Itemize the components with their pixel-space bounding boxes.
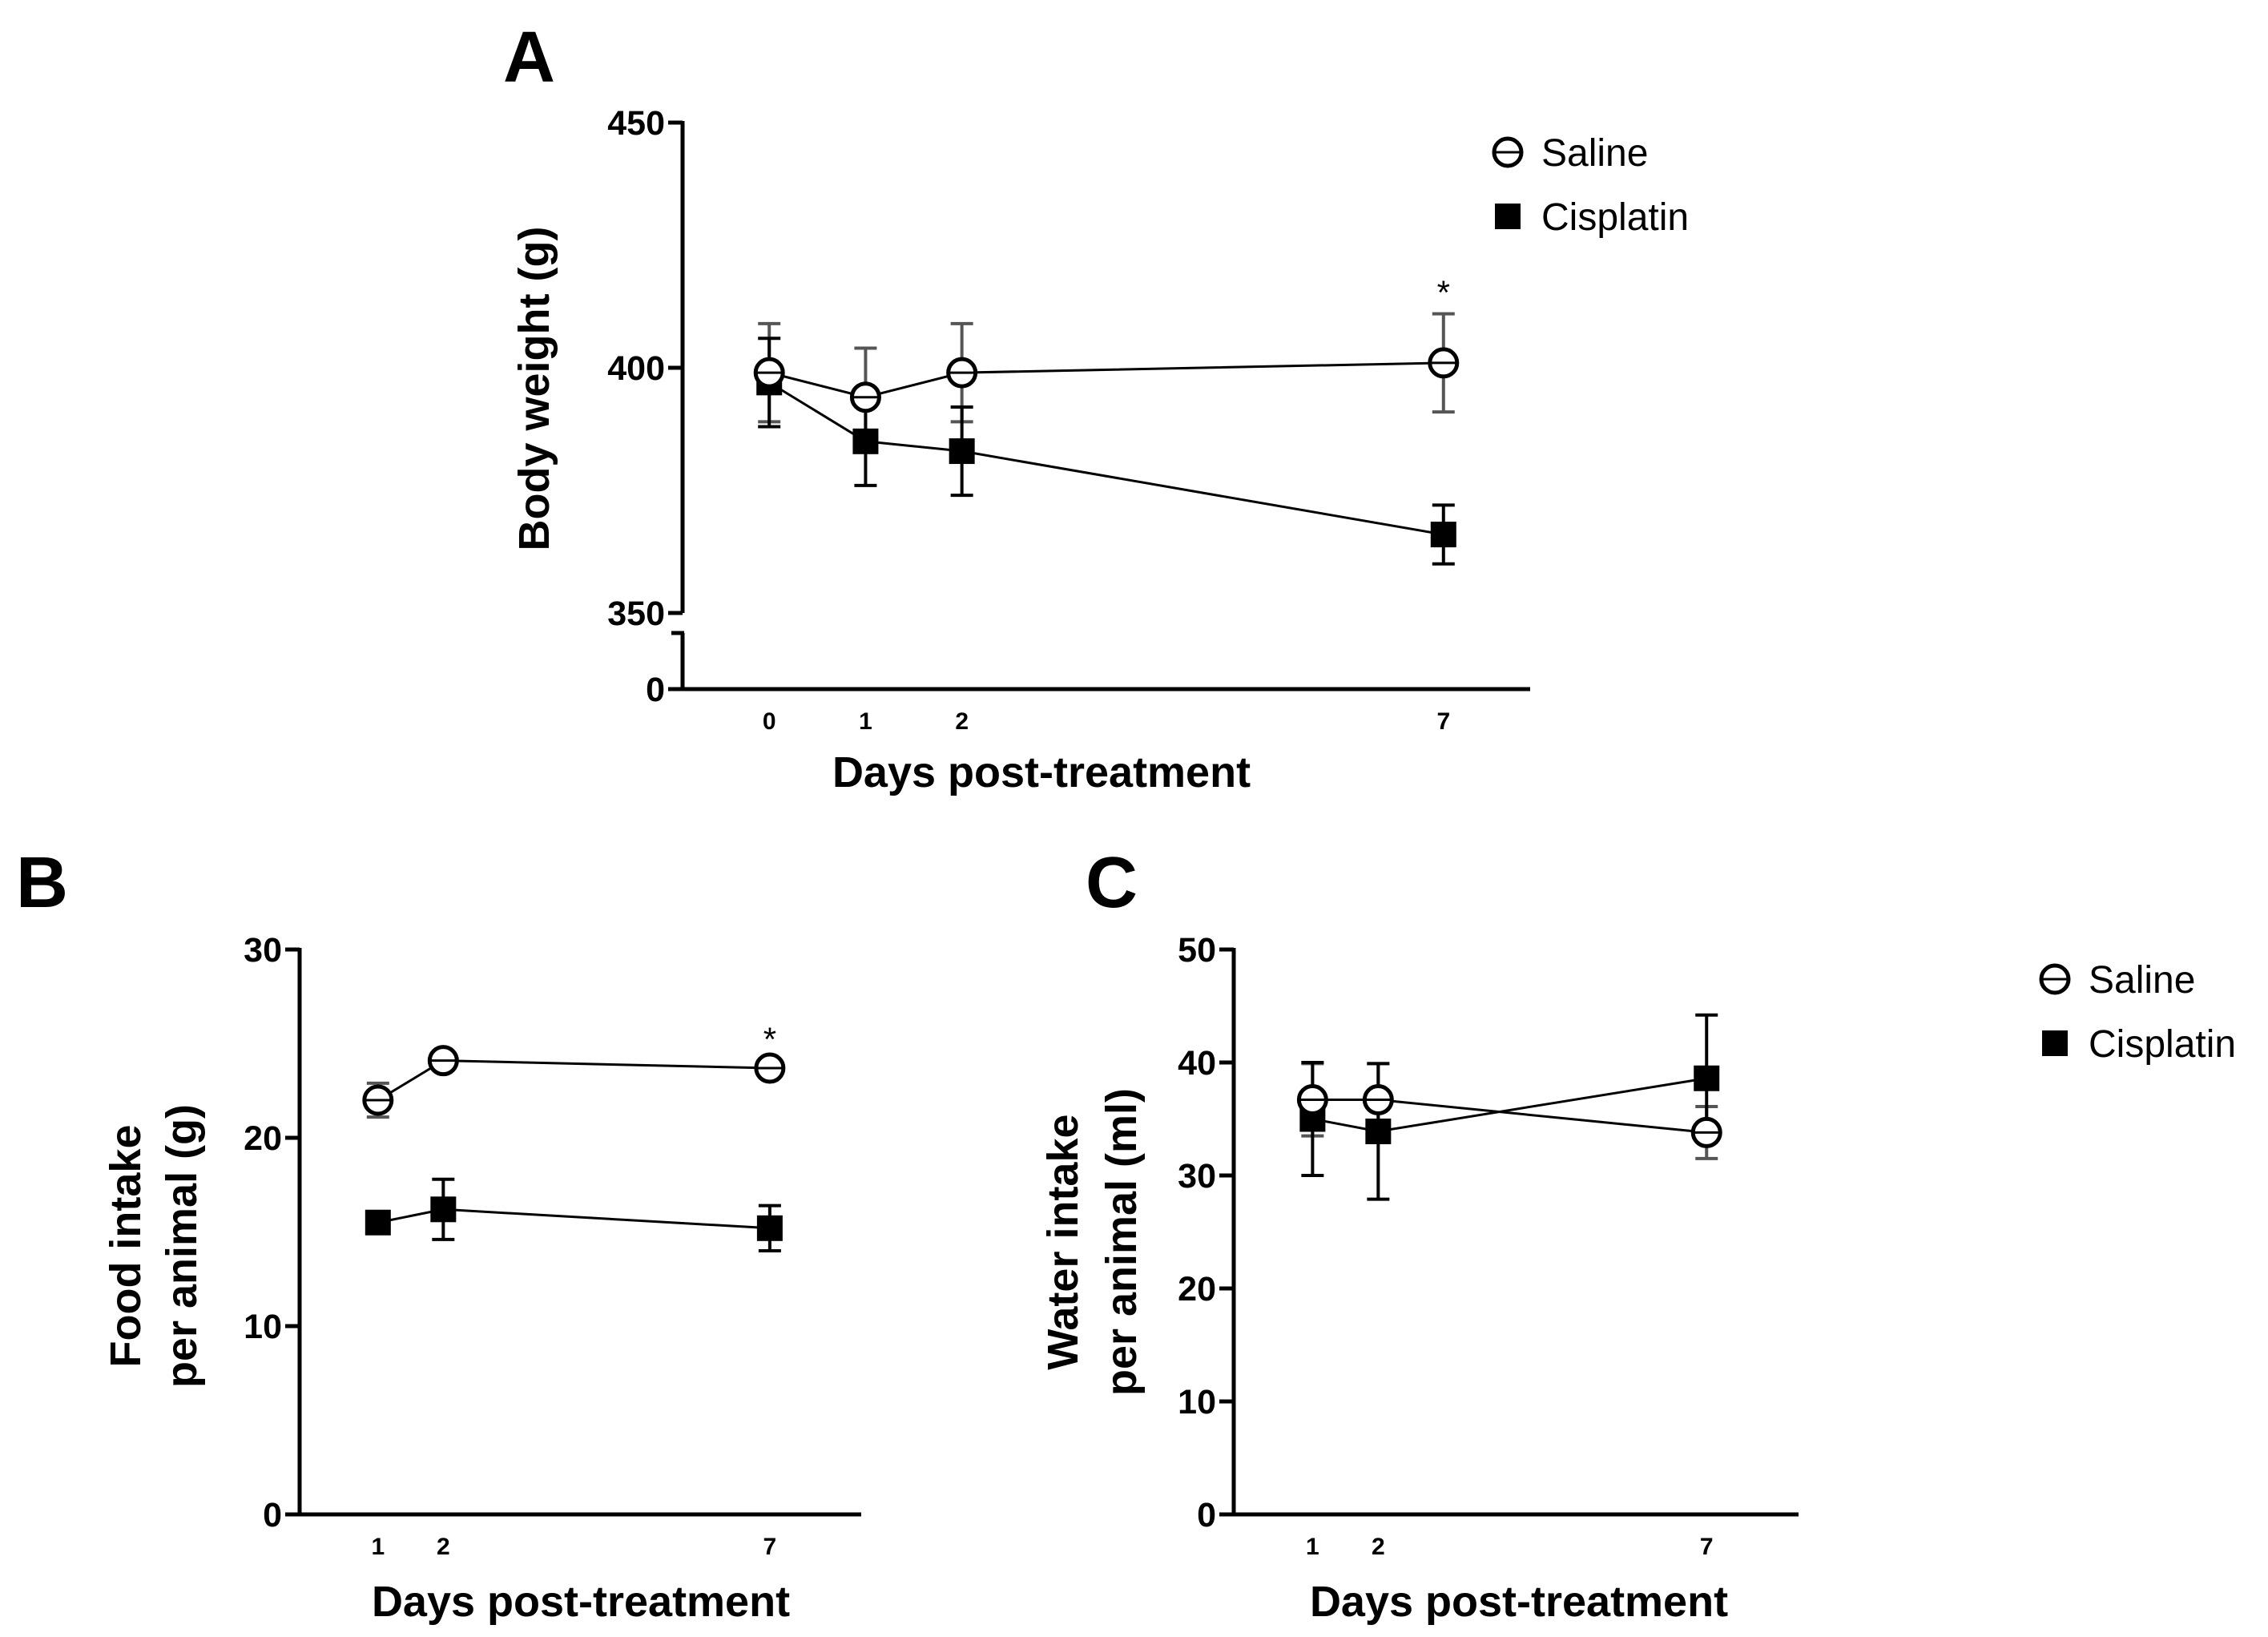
chart-a-saline-point-3 — [1428, 347, 1460, 379]
chart-c-saline-point-1 — [1362, 1084, 1394, 1116]
chart-b-significance-star-0: * — [763, 1021, 776, 1058]
chart-b-y-axis-title-line-2: per animal (g) — [158, 1104, 206, 1388]
chart-c-legend-label-cisplatin: Cisplatin — [2089, 1023, 2236, 1066]
chart-a-y-tick-label-1: 400 — [607, 349, 665, 388]
chart-b-y-tick-label-0: 0 — [263, 1496, 282, 1534]
chart-b-saline-point-0 — [362, 1084, 394, 1116]
chart-c-legend: Saline Cisplatin — [2039, 959, 2236, 1066]
panel-letter-c: C — [1086, 843, 1138, 923]
chart-c-y-axis-title-line-2: per animal (ml) — [1098, 1088, 1146, 1396]
chart-a-saline-point-2 — [946, 357, 978, 389]
chart-c-y-tick-label-2: 20 — [1178, 1270, 1216, 1308]
panel-letter-b: B — [16, 843, 68, 923]
chart-b-cisplatin-point-1 — [430, 1196, 457, 1223]
chart-c-saline-point-0 — [1296, 1084, 1328, 1116]
chart-a-cisplatin-point-2 — [949, 438, 975, 465]
chart-a-plot: 0 350 400 450 0 1 2 7 * — [607, 104, 1530, 735]
chart-b-y-axis-title-line-1: Food intake — [102, 1124, 150, 1367]
chart-c-legend-marker-saline — [2039, 963, 2071, 995]
chart-c-legend-label-saline: Saline — [2089, 959, 2195, 1002]
chart-a-y-tick-label-zero: 0 — [646, 671, 665, 709]
chart-c-plot: 0 10 20 30 40 50 1 2 7 — [1178, 931, 1799, 1560]
chart-a-legend-label-cisplatin: Cisplatin — [1541, 196, 1689, 239]
chart-a-saline-line — [768, 361, 1444, 399]
chart-a-legend-label-saline: Saline — [1541, 132, 1648, 175]
chart-a-x-tick-label-1: 1 — [859, 708, 872, 735]
chart-b-y-tick-label-1: 10 — [244, 1308, 282, 1346]
chart-c-x-tick-label-2: 7 — [1700, 1534, 1714, 1560]
chart-b-x-tick-label-1: 2 — [437, 1534, 450, 1560]
chart-a-saline-point-1 — [849, 381, 881, 413]
chart-b-plot: 0 10 20 30 1 2 7 * — [244, 931, 861, 1560]
chart-c-x-tick-label-1: 2 — [1372, 1534, 1385, 1560]
chart-b-cisplatin-point-2 — [756, 1215, 783, 1241]
chart-b-cisplatin-point-0 — [365, 1209, 391, 1236]
chart-c-cisplatin-point-2 — [1694, 1065, 1720, 1091]
chart-c-legend-marker-cisplatin — [2042, 1030, 2068, 1056]
chart-a-cisplatin-point-3 — [1430, 522, 1456, 548]
chart-a-y-axis-title: Body weight (g) — [510, 227, 558, 551]
chart-b-y-tick-label-2: 20 — [244, 1119, 282, 1158]
chart-a-x-tick-label-3: 7 — [1436, 708, 1450, 735]
chart-c-y-tick-label-5: 50 — [1178, 931, 1216, 970]
chart-c-y-tick-label-4: 40 — [1178, 1044, 1216, 1083]
chart-c-y-tick-label-0: 0 — [1197, 1496, 1216, 1534]
chart-a-legend-marker-cisplatin — [1495, 204, 1521, 229]
chart-a-saline-point-0 — [753, 357, 785, 389]
chart-a-significance-star-0: * — [1437, 274, 1450, 312]
chart-a-y-tick-label-2: 450 — [607, 104, 665, 143]
chart-a-x-tick-label-0: 0 — [763, 708, 776, 735]
chart-c-y-axis-title-line-1: Water intake — [1039, 1114, 1087, 1369]
chart-b-x-tick-label-0: 1 — [371, 1534, 385, 1560]
chart-b-x-axis-title: Days post-treatment — [372, 1578, 790, 1626]
chart-b-x-tick-label-2: 7 — [763, 1534, 777, 1560]
chart-c-y-tick-label-3: 30 — [1178, 1157, 1216, 1195]
chart-a-y-tick-label-0: 350 — [607, 595, 665, 633]
chart-a-legend-marker-saline — [1492, 136, 1524, 168]
chart-c-saline-point-2 — [1690, 1116, 1722, 1148]
chart-c-x-tick-label-0: 1 — [1306, 1534, 1319, 1560]
chart-c-cisplatin-point-1 — [1365, 1119, 1392, 1145]
panel-letter-a: A — [503, 18, 555, 98]
chart-a-cisplatin-point-1 — [852, 428, 879, 454]
chart-a-x-axis-title: Days post-treatment — [832, 748, 1251, 796]
chart-c-y-tick-label-1: 10 — [1178, 1383, 1216, 1421]
chart-b-y-tick-label-3: 30 — [244, 931, 282, 970]
chart-b-saline-point-2 — [754, 1052, 786, 1084]
chart-c-x-axis-title: Days post-treatment — [1310, 1578, 1728, 1626]
chart-a-legend: Saline Cisplatin — [1492, 132, 1689, 239]
chart-a-x-tick-label-2: 2 — [955, 708, 969, 735]
chart-b-saline-point-1 — [427, 1045, 459, 1077]
chart-a-cisplatin-line — [768, 381, 1444, 536]
